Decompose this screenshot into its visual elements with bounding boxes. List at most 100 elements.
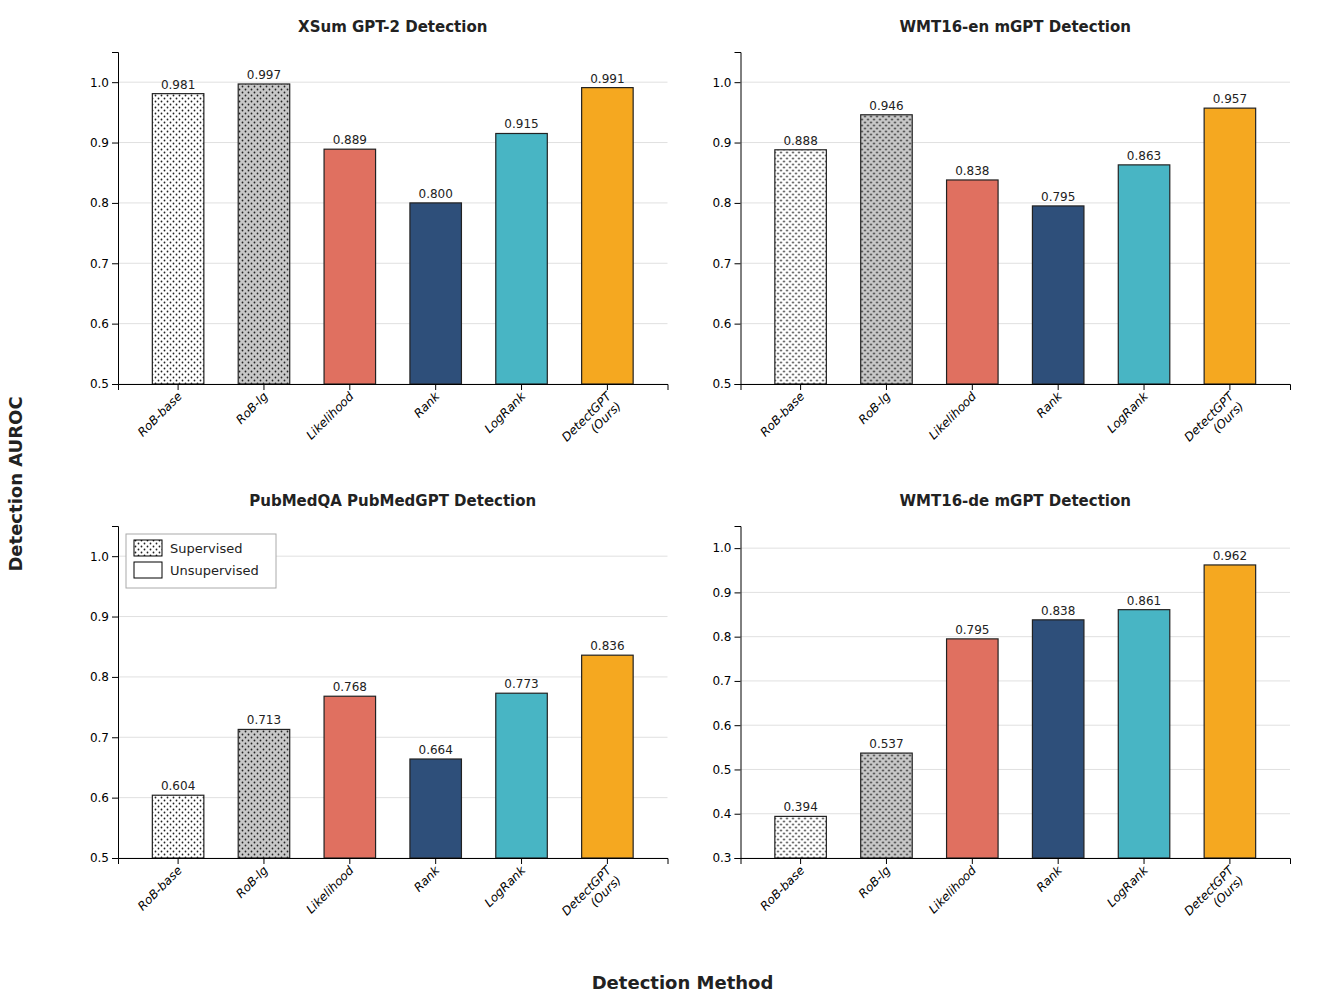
tick: 0.9: [90, 610, 118, 624]
tick-label: 0.7: [712, 257, 731, 271]
tick: 0.9: [712, 136, 740, 150]
data-labels: 0.8880.9460.8380.7950.8630.957: [783, 92, 1247, 204]
tick-label: RoB-base: [757, 389, 807, 439]
legend-swatch: [134, 562, 162, 578]
tick-label: Rank: [1034, 863, 1066, 895]
tick-label-line: LogRank: [482, 863, 529, 910]
y-axis-title: Detection AUROC: [5, 396, 26, 571]
tick-mark: [1229, 384, 1230, 390]
bar: [152, 795, 204, 858]
bars: [152, 655, 633, 858]
bar: [238, 729, 290, 858]
tick: Rank: [1034, 858, 1066, 895]
tick: 0.6: [90, 317, 118, 331]
tick-mark: [800, 384, 801, 390]
tick-label-line: RoB-base: [757, 389, 807, 439]
tick-mark: [735, 681, 741, 682]
tick-mark: [735, 637, 741, 638]
data-label: 0.773: [504, 677, 538, 691]
bar: [947, 180, 999, 384]
tick: 0.7: [90, 731, 118, 745]
tick-mark: [435, 384, 436, 390]
tick-mark: [349, 384, 350, 390]
chart-title: XSum GPT-2 Detection: [298, 18, 487, 36]
tick-mark: [886, 384, 887, 390]
legend-label: Unsupervised: [170, 563, 259, 578]
panel: 0.9810.9970.8890.8000.9150.9910.50.60.70…: [90, 18, 668, 454]
tick-mark: [1058, 858, 1059, 864]
tick: Rank: [411, 858, 443, 895]
bar: [861, 753, 913, 858]
axis-line: [741, 385, 1291, 391]
tick-mark: [735, 725, 741, 726]
tick-label: 0.5: [90, 377, 109, 391]
tick-label: RoB-lg: [856, 863, 894, 901]
tick-label-line: RoB-base: [757, 863, 807, 913]
grid: [741, 82, 1291, 384]
legend: SupervisedUnsupervised: [126, 534, 276, 588]
data-label: 0.537: [869, 737, 903, 751]
tick-label-line: (Ours): [1210, 873, 1246, 909]
tick-mark: [1058, 384, 1059, 390]
data-label: 0.889: [333, 133, 367, 147]
tick-label-line: LogRank: [1104, 863, 1151, 910]
bar: [1204, 565, 1256, 858]
tick-mark: [735, 263, 741, 264]
tick: 1.0: [90, 76, 118, 90]
y-axis: 0.30.40.50.60.70.80.91.0: [712, 527, 741, 866]
tick: 0.9: [90, 136, 118, 150]
bar: [582, 655, 634, 858]
bar: [496, 693, 548, 858]
axis-line: [735, 53, 742, 385]
tick-label-line: (Ours): [587, 399, 623, 435]
tick-label-line: Likelihood: [304, 863, 357, 916]
tick-mark: [521, 858, 522, 864]
data-label: 0.394: [783, 800, 817, 814]
tick: 0.8: [712, 196, 740, 210]
tick-label: DetectGPT(Ours): [559, 388, 625, 454]
tick: LogRank: [482, 384, 529, 436]
tick-label-line: Likelihood: [926, 389, 979, 442]
x-axis-title: Detection Method: [592, 972, 774, 993]
tick-label-line: (Ours): [587, 873, 623, 909]
data-label: 0.713: [247, 713, 281, 727]
tick: Rank: [1034, 384, 1066, 421]
bar: [582, 88, 634, 384]
tick-label: 0.7: [712, 674, 731, 688]
tick: LogRank: [482, 858, 529, 910]
tick-mark: [112, 384, 118, 385]
tick-label: RoB-lg: [856, 389, 894, 427]
tick-label: Likelihood: [304, 863, 357, 916]
tick-mark: [435, 858, 436, 864]
chart-title: PubMedQA PubMedGPT Detection: [249, 492, 536, 510]
tick-label: 0.5: [712, 377, 731, 391]
tick-mark: [112, 143, 118, 144]
tick: DetectGPT(Ours): [1182, 384, 1248, 454]
tick-label: 0.8: [90, 196, 109, 210]
tick-mark: [349, 858, 350, 864]
grid: [118, 556, 668, 858]
bar: [1204, 108, 1256, 384]
axis-line: [735, 527, 742, 859]
tick-mark: [886, 858, 887, 864]
tick-label-line: Likelihood: [304, 389, 357, 442]
tick-mark: [112, 556, 118, 557]
bar: [410, 203, 462, 384]
tick: DetectGPT(Ours): [559, 858, 625, 928]
tick-mark: [1229, 858, 1230, 864]
tick: 0.6: [712, 317, 740, 331]
tick-label: 0.9: [712, 136, 731, 150]
bar: [152, 94, 204, 384]
tick-mark: [800, 858, 801, 864]
bar: [1032, 620, 1084, 858]
tick-mark: [112, 858, 118, 859]
tick-label: Rank: [411, 389, 443, 421]
tick-label: 0.3: [712, 851, 731, 865]
tick-mark: [735, 769, 741, 770]
tick: 0.5: [90, 377, 118, 391]
tick-mark: [607, 384, 608, 390]
tick: 1.0: [712, 76, 740, 90]
axis-line: [741, 859, 1291, 865]
axis-line: [119, 385, 669, 391]
x-axis: RoB-baseRoB-lgLikelihoodRankLogRankDetec…: [741, 858, 1291, 928]
